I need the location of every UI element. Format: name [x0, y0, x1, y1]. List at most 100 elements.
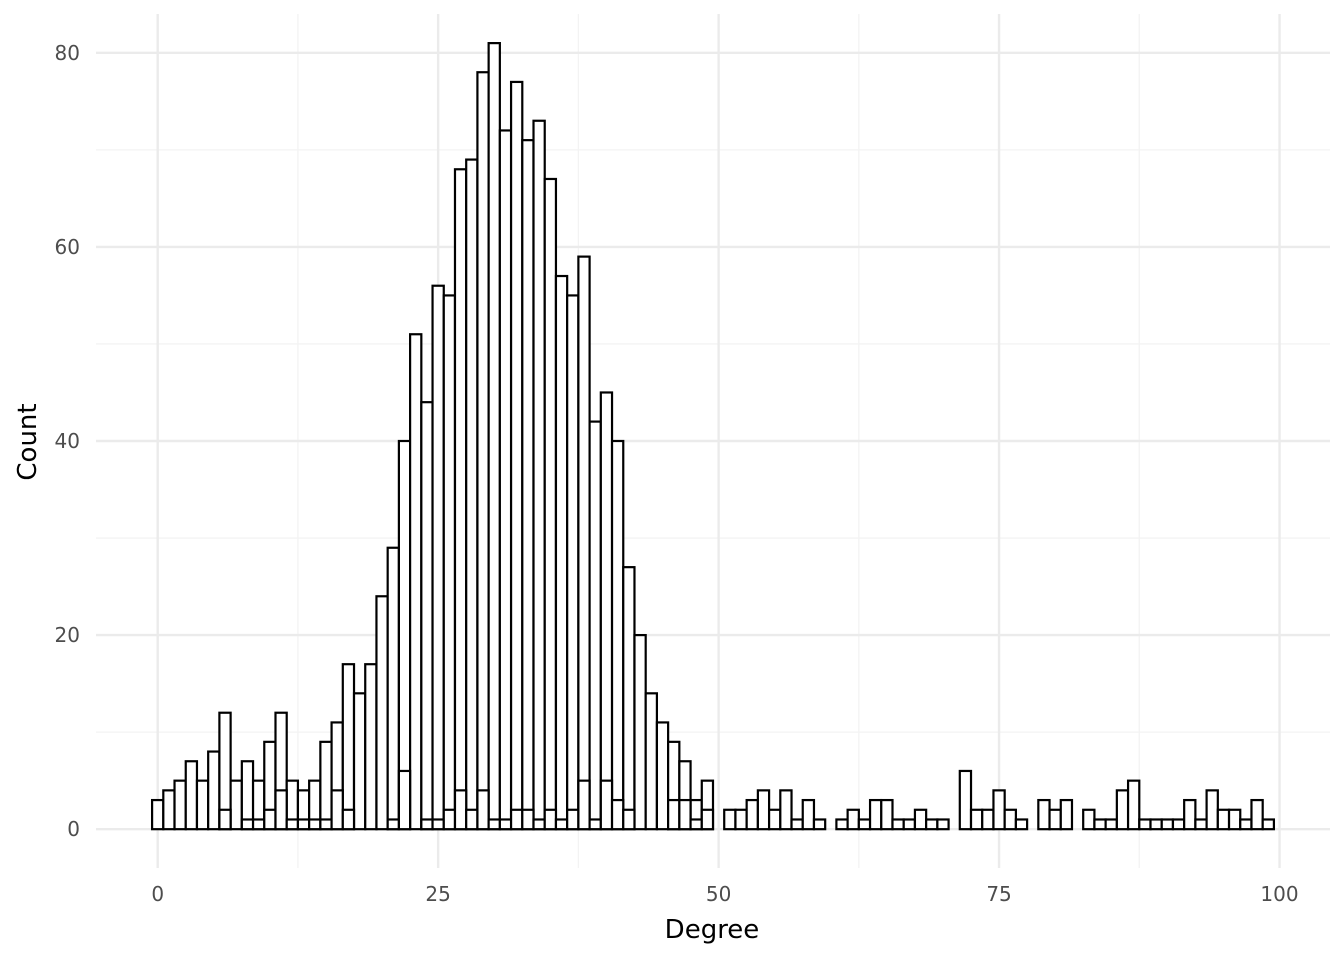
histogram-bar [409, 333, 423, 831]
x-tick-label: 100 [1260, 882, 1298, 906]
histogram-bar [756, 789, 771, 831]
histogram-bar [868, 798, 883, 831]
histogram-bar [969, 808, 984, 831]
histogram-bar [577, 255, 591, 831]
histogram-bar [251, 818, 266, 831]
histogram-bar [218, 808, 232, 831]
histogram-bar [498, 818, 513, 831]
histogram-bar [566, 294, 580, 831]
histogram-bar [891, 818, 905, 831]
histogram-bar [936, 818, 950, 831]
histogram-bar [1048, 808, 1062, 831]
histogram-bar [992, 789, 1006, 831]
histogram-bar [341, 663, 356, 831]
histogram-bar [723, 808, 737, 831]
y-tick-label: 80 [55, 41, 80, 65]
histogram-bar [622, 566, 636, 831]
histogram-bar [509, 80, 524, 831]
histogram-bar [1138, 818, 1152, 831]
histogram-bar [240, 818, 255, 831]
histogram-bar [1037, 798, 1051, 831]
histogram-bar [790, 818, 804, 831]
y-tick-label: 60 [55, 235, 80, 259]
histogram-bars [150, 42, 1276, 831]
histogram-bar [453, 168, 468, 831]
histogram-bar [431, 818, 445, 831]
histogram-bar [925, 818, 939, 831]
histogram-bar [554, 274, 569, 831]
histogram-bar [566, 808, 580, 831]
histogram-bar [263, 808, 277, 831]
y-tick-label: 40 [55, 429, 80, 453]
histogram-bar [902, 818, 917, 831]
histogram-bar [285, 818, 300, 831]
histogram-bar [229, 779, 243, 831]
histogram-bar [1205, 789, 1219, 831]
histogram-bar [442, 808, 457, 831]
histogram-bar [1104, 818, 1118, 831]
x-axis-title: Degree [665, 915, 760, 945]
histogram-bar [981, 808, 995, 831]
histogram-bar [801, 798, 816, 831]
histogram-bar [532, 119, 546, 831]
histogram-bar [599, 391, 614, 831]
histogram-bar [487, 42, 501, 831]
histogram-bar [554, 818, 569, 831]
histogram-bar [745, 798, 759, 831]
histogram-bar [330, 789, 344, 831]
histogram-bar [364, 663, 378, 831]
histogram-bar [1059, 798, 1074, 831]
histogram-bar [1115, 789, 1130, 831]
histogram-bar [1171, 818, 1186, 831]
histogram-bar [588, 420, 602, 831]
histogram-bar [207, 750, 221, 831]
histogram-bar [184, 760, 199, 831]
histogram-bar [588, 818, 602, 831]
histogram-bar [173, 779, 187, 831]
histogram-bar [1014, 818, 1029, 831]
histogram-bar [476, 71, 490, 831]
histogram-bar [1261, 818, 1276, 831]
histogram-bar [397, 769, 412, 831]
histogram-bar [375, 595, 389, 831]
histogram-bar [633, 633, 647, 831]
histogram-bar [577, 779, 591, 831]
histogram-bar [1250, 798, 1264, 831]
x-tick-label: 50 [706, 882, 731, 906]
y-tick-label: 20 [55, 623, 80, 647]
histogram-bar [610, 439, 625, 831]
histogram-bar [465, 158, 479, 831]
y-axis-title: Count [13, 403, 43, 480]
histogram-bar [1216, 808, 1231, 831]
histogram-bar [846, 808, 860, 831]
x-tick-label: 25 [425, 882, 450, 906]
histogram-bar [296, 818, 311, 831]
x-axis-tick-labels: 0 25 50 75 100 [151, 882, 1298, 906]
histogram-bar [1126, 779, 1141, 831]
histogram-bar [487, 818, 501, 831]
histogram-bar [1082, 808, 1096, 831]
histogram-bar [835, 818, 849, 831]
histogram-bar [498, 129, 513, 831]
histogram-bar [420, 401, 434, 831]
histogram-bar [532, 818, 546, 831]
histogram-bar [509, 808, 524, 831]
histogram-bar [667, 798, 681, 831]
histogram-bar [195, 779, 210, 831]
histogram-bar [1194, 818, 1208, 831]
histogram-bar [1003, 808, 1017, 831]
histogram-bar [599, 779, 614, 831]
minor-gridlines [96, 14, 1330, 868]
histogram-bar [678, 798, 692, 831]
histogram-bar [857, 818, 872, 831]
histogram-bar [622, 808, 636, 831]
histogram-bar [319, 740, 333, 831]
histogram-bar [476, 789, 490, 831]
histogram-bar [150, 798, 165, 831]
histogram-bar [913, 808, 928, 831]
histogram-bar [812, 818, 827, 831]
histogram-bar [543, 808, 558, 831]
histogram-bar [453, 789, 468, 831]
y-axis-tick-labels: 0 20 40 60 80 [55, 41, 80, 841]
